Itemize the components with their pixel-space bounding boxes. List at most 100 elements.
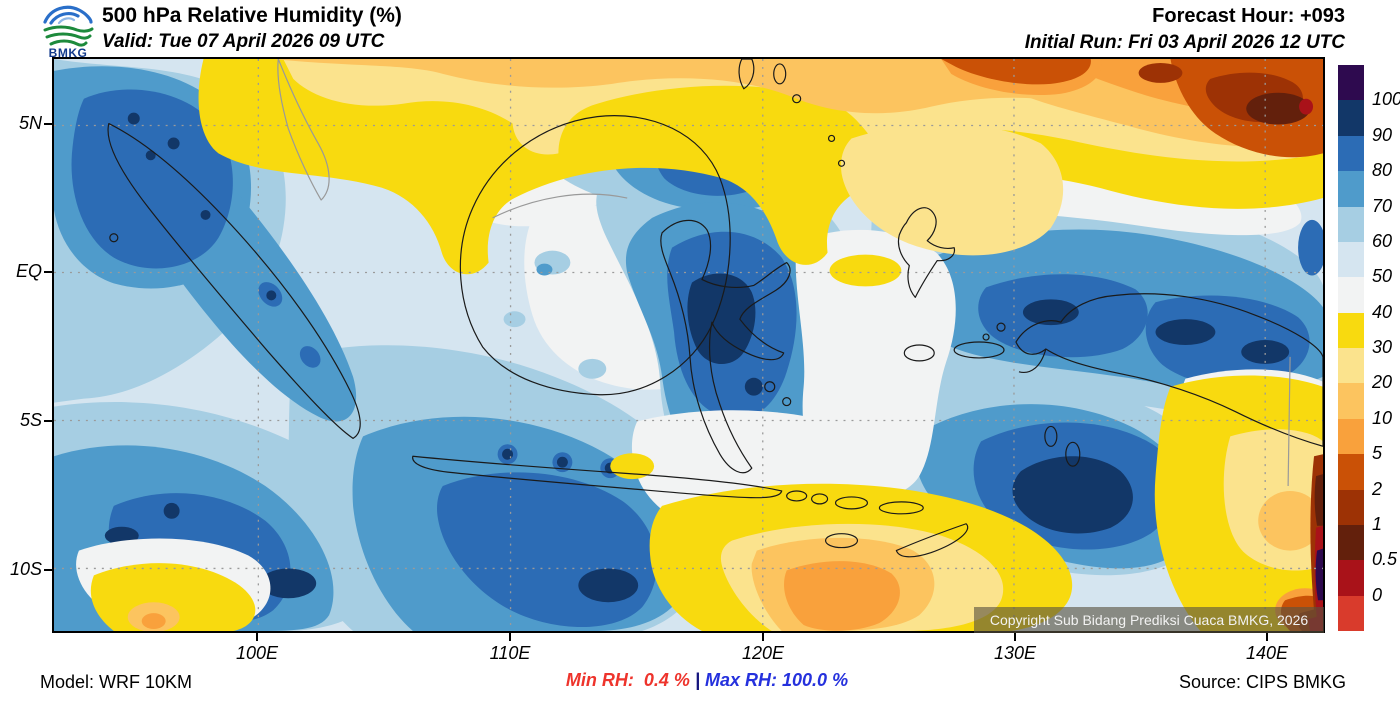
colorbar-tick-2: 2 [1372,478,1383,499]
model-label: Model: WRF 10KM [40,672,193,692]
coastlines-part [660,219,791,474]
contour-90-100-part [163,502,180,519]
colorbar-tick-70: 70 [1372,195,1393,216]
forecast-hour-label: Forecast Hour: +093 [1152,5,1345,27]
coastlines-part [827,134,836,143]
contour-dry-zones-part [784,561,900,631]
xtick-label-130e: 130E [993,643,1037,663]
map-shape-part [43,25,94,33]
contour-80-90-part [299,346,321,368]
coastlines-part [277,59,330,201]
contour-60-70-part [503,311,526,328]
colorbar-segment-2-5 [1338,454,1364,490]
contour-dry-zones-part [141,613,166,630]
xtick-label-120e: 120E [741,643,785,663]
colorbar-tick-0.5: 0.5 [1372,549,1398,570]
page-title: 500 hPa Relative Humidity (%) [102,4,402,27]
initial-run-label: Initial Run: Fri 03 April 2026 12 UTC [1024,32,1345,53]
colorbar-tick-20: 20 [1372,372,1393,393]
coastlines-part [1044,425,1058,447]
ytick-eq [44,271,53,273]
colorbar-segment-30-40 [1338,312,1364,348]
coastlines-part [412,455,783,499]
contour-dry-zones-part [1299,98,1314,115]
ytick-label-5n: 5N [18,113,42,133]
contour-90-100-part [1155,319,1216,345]
coastlines-part [109,233,119,243]
map-canvas: Copyright Sub Bidang Prediksi Cuaca BMKG… [52,57,1325,633]
contour-90-100-part [1012,456,1133,534]
colorbar-segment-20-30 [1338,348,1364,384]
xtick-label-140e: 140E [1245,643,1289,663]
bmkg-logo-text: BMKG [48,46,88,60]
colorbar-tick-40: 40 [1372,301,1393,322]
colorbar-segment-70-80 [1338,171,1364,207]
colorbar-tick-80: 80 [1372,160,1393,181]
contour-80-90-part [1298,219,1323,276]
coastlines-part [982,333,990,341]
contour-dry-zones-part [1246,92,1311,125]
colorbar-labels: 100 90 80 70 60 50 40 30 20 10 5 2 1 0.5 0 [1372,65,1400,631]
coastlines-part [764,381,776,393]
coastlines-part [459,115,731,396]
colorbar-segment-<0 [1338,595,1364,631]
source-label: Source: CIPS BMKG [1178,672,1346,692]
colorbar-tick-5: 5 [1372,443,1383,464]
coastlines-part [792,94,802,104]
coastlines-part [834,496,869,510]
colorbar-tick-1: 1 [1372,513,1383,534]
contour-90-100-part [1241,340,1290,364]
colorbar-segment-40-50 [1338,277,1364,313]
ytick-10s [44,569,53,571]
contour-dry-zones-part [1314,474,1323,526]
map-shape-part [49,12,80,25]
contour-60-70-part [578,358,607,379]
xtick-130e [1014,633,1016,641]
coastlines-part [782,397,792,407]
colorbar-tick-100: 100 [1372,89,1400,110]
xtick-140e [1266,633,1268,641]
contour-90-100-part [578,568,639,603]
contour-90-100-part [200,209,211,220]
coastlines [107,59,1323,558]
coastlines-part [1287,356,1291,487]
colorbar-segment->100 [1338,65,1364,101]
map-shape-part [49,39,88,47]
contour-90-100-part [1022,299,1079,326]
colorbar-segment-90-100 [1338,100,1364,136]
ytick-5s [44,420,53,422]
colorbar-segment-5-10 [1338,418,1364,455]
minmax-row: Min RH: 0.4 % | Max RH: 100.0 % [566,670,848,691]
colorbar-segment-50-60 [1338,241,1364,278]
valid-time-label: Valid: Tue 07 April 2026 09 UTC [102,31,385,52]
coastlines-part [1015,293,1323,447]
contour-70-80-part [536,263,553,276]
map-shape-part [45,32,92,40]
colorbar-segment-10-20 [1338,383,1364,419]
contour-80-90-part [71,89,233,269]
contour-90-100-part [744,377,763,396]
coastlines-part [996,322,1006,332]
contour-90-100-part [687,273,756,365]
coastlines-part [878,501,924,515]
contour-dry-zones-part [1258,490,1323,551]
bmkg-logo-icon [43,5,94,47]
contour-dry-zones-part [1138,62,1183,83]
coastlines-part [738,59,755,90]
coastlines-part [837,159,846,167]
contour-90-100-part [145,150,156,161]
map-shape-part [43,5,93,24]
contour-dry-zones-part [841,124,1064,256]
minmax-separator-bar: | [694,670,700,690]
contour-90-100-part [266,290,277,301]
contour-90-100-part [260,568,317,599]
contour-dry-zones [90,59,1323,631]
coastlines-part [895,523,969,558]
humidity-contour-map [54,59,1323,631]
copyright-overlay: Copyright Sub Bidang Prediksi Cuaca BMKG… [974,607,1324,633]
coastlines-part [811,493,829,505]
colorbar-segment-0-0.5 [1338,560,1364,596]
min-rh-label: Min RH: 0.4 % [565,670,690,690]
bmkg-logo: BMKG [37,2,99,60]
colorbar-segment-60-70 [1338,206,1364,242]
